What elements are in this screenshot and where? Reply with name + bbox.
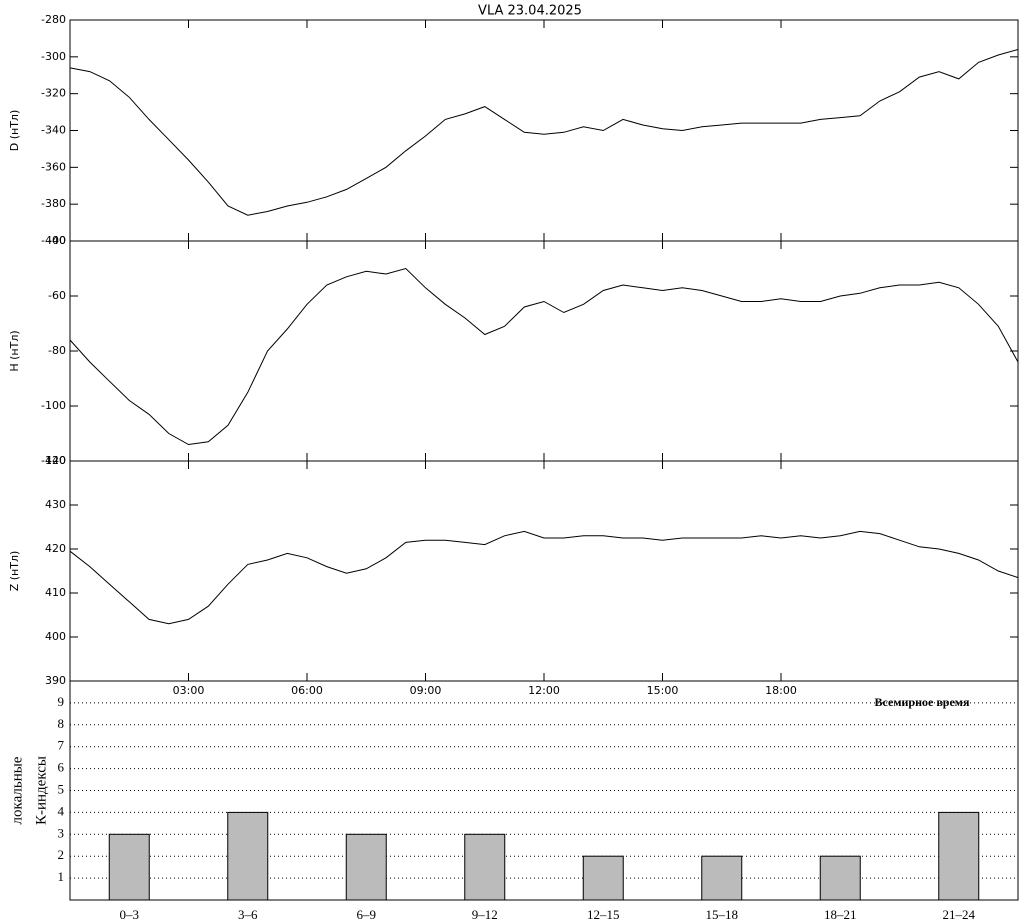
data-line [69,49,1019,216]
y-tick-label: -320 [41,87,66,100]
y-tick-label: 5 [58,781,65,796]
y-tick-label: -40 [48,234,66,247]
panel-frame [69,680,1019,901]
y-tick-label: 2 [58,847,65,862]
panel-frame [69,240,1019,462]
y-tick-label: -400 [41,234,66,247]
y-tick-label: -60 [48,289,66,302]
data-line [69,267,1019,446]
y-tick-label: 440 [45,454,66,467]
data-line [69,530,1019,625]
bar [819,855,861,901]
x-tick-label: 03:00 [173,684,205,697]
bar [582,855,624,901]
y-tick-label: 410 [45,586,66,599]
x-tick-label: 15:00 [647,684,679,697]
x-tick-label: 12:00 [528,684,560,697]
y-tick-label: 1 [58,869,65,884]
x-axis-label: Всемирное время [875,695,970,709]
x-tick-label: 21–24 [943,907,976,921]
bar [227,811,269,901]
y-tick-label: -380 [41,197,66,210]
y-tick-label: -280 [41,13,66,26]
x-tick-label: 9–12 [472,907,498,921]
y-tick-label: 420 [45,542,66,555]
x-tick-label: 6–9 [357,907,377,921]
y-tick-label: -80 [48,344,66,357]
y-axis-label: H (нТл) [8,330,21,371]
y-axis-label: локальные [9,756,25,824]
y-tick-label: -120 [41,454,66,467]
bar [108,833,150,901]
y-tick-label: -340 [41,124,66,137]
x-tick-label: 09:00 [410,684,442,697]
y-tick-label: -300 [41,50,66,63]
x-tick-label: 18–21 [824,907,857,921]
y-tick-label: 8 [58,716,65,731]
panel-frame [69,460,1019,682]
y-tick-label: 3 [58,825,65,840]
bar [701,855,743,901]
chart-title: VLA 23.04.2025 [478,4,582,19]
x-tick-label: 0–3 [120,907,140,921]
y-tick-label: 7 [58,738,65,753]
y-tick-label: 430 [45,498,66,511]
y-tick-label: -100 [41,399,66,412]
y-tick-label: 390 [45,674,66,687]
x-tick-label: 06:00 [291,684,323,697]
y-axis-label: К-индексы [33,756,49,825]
bar [464,833,506,901]
y-axis-label: Z (нТл) [8,551,21,592]
bar [938,811,980,901]
y-tick-label: 9 [58,694,65,709]
y-tick-label: 6 [58,760,65,775]
y-axis-label: D (нТл) [8,110,21,152]
bar [345,833,387,901]
y-tick-label: 4 [58,803,65,818]
x-tick-label: 3–6 [238,907,258,921]
x-tick-label: 18:00 [765,684,797,697]
x-tick-label: 12–15 [587,907,620,921]
y-tick-label: 400 [45,630,66,643]
y-tick-label: -360 [41,160,66,173]
x-tick-label: 15–18 [706,907,739,921]
panel-frame [69,19,1019,242]
